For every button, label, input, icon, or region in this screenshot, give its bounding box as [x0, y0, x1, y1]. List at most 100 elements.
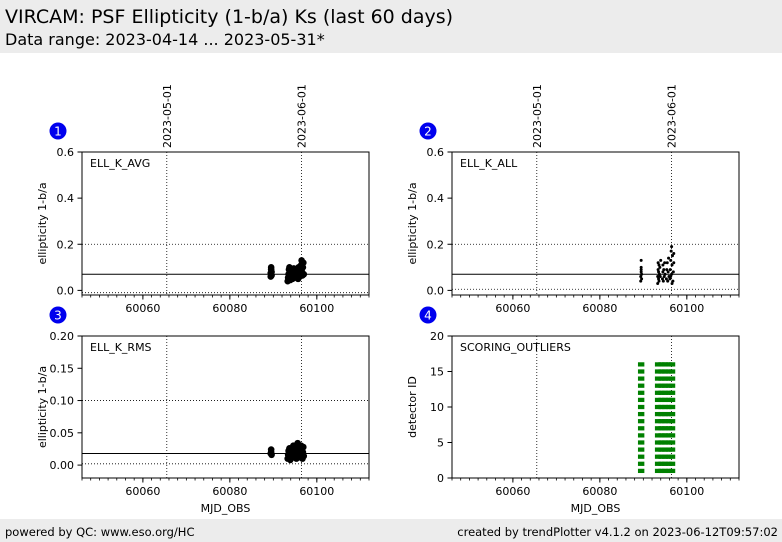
outlier-mark [658, 461, 665, 466]
outlier-mark [661, 390, 669, 395]
x-tick-label: 60080 [212, 302, 247, 315]
outlier-mark [658, 383, 665, 388]
data-point [670, 281, 674, 285]
y-axis-label: ellipticity 1-b/a [36, 182, 49, 264]
y-tick-label: 20 [430, 330, 444, 343]
outlier-mark [637, 440, 645, 445]
panel-badge-number: 3 [54, 309, 62, 323]
data-point [671, 279, 675, 283]
y-tick-label: 0.4 [427, 192, 445, 205]
outlier-mark [661, 383, 669, 388]
page-title: VIRCAM: PSF Ellipticity (1-b/a) Ks (last… [5, 6, 454, 28]
outlier-mark [658, 440, 665, 445]
data-point [639, 279, 643, 283]
outlier-mark [637, 426, 645, 431]
series-label: ELL_K_ALL [460, 157, 518, 170]
outlier-mark [654, 362, 662, 367]
date-label: 2023-06-01 [666, 84, 679, 148]
data-point [300, 443, 307, 451]
outlier-mark [637, 447, 645, 452]
outlier-mark [661, 411, 669, 417]
outlier-mark [637, 411, 645, 417]
panel-badge [419, 122, 437, 140]
outlier-mark [654, 433, 662, 438]
outlier-mark [637, 461, 645, 466]
outlier-mark [654, 390, 662, 395]
outlier-mark [668, 411, 676, 417]
y-tick-label: 0.2 [57, 238, 75, 251]
outlier-mark [658, 426, 665, 431]
x-tick-label: 60080 [582, 302, 617, 315]
data-point [670, 245, 674, 249]
outlier-mark [654, 447, 662, 452]
panel-badge-number: 2 [424, 125, 432, 139]
data-point [669, 275, 673, 279]
data-point [268, 272, 275, 279]
outlier-mark [654, 411, 662, 417]
data-point [661, 263, 665, 267]
page-header: VIRCAM: PSF Ellipticity (1-b/a) Ks (last… [0, 0, 782, 53]
outlier-mark [658, 447, 665, 452]
outlier-mark [668, 440, 676, 445]
outlier-mark [661, 454, 669, 459]
y-axis-label: ellipticity 1-b/a [36, 366, 49, 448]
outlier-mark [661, 461, 669, 466]
x-tick-label: 60100 [299, 485, 334, 498]
data-point [670, 272, 674, 276]
data-point [639, 268, 643, 272]
data-point [663, 261, 667, 265]
chart-panel-3: 60060 60080 60100 0.00 0.05 0.10 0.15 0.20 ellip… [36, 306, 370, 515]
outlier-mark [668, 461, 676, 466]
outlier-mark [658, 397, 665, 403]
outlier-mark [637, 468, 645, 474]
y-axis-label: ellipticity 1-b/a [406, 182, 419, 264]
outlier-mark [665, 433, 672, 438]
data-point [639, 258, 643, 262]
outlier-mark [658, 419, 665, 424]
y-tick-label: 0.05 [50, 427, 75, 440]
outlier-mark [668, 397, 676, 403]
outlier-mark [637, 433, 645, 438]
data-point [671, 270, 675, 274]
data-point [669, 249, 673, 253]
data-point [657, 272, 661, 276]
outlier-mark [665, 404, 672, 410]
page-subtitle: Data range: 2023-04-14 ... 2023-05-31* [5, 30, 325, 49]
outlier-mark [658, 411, 665, 417]
panel-badge [49, 306, 67, 324]
outlier-mark [661, 433, 669, 438]
outlier-mark [654, 369, 662, 374]
outlier-mark [661, 397, 669, 403]
panel-badge-number: 4 [424, 309, 432, 323]
data-point [300, 259, 307, 267]
data-point [670, 263, 674, 267]
outlier-mark [665, 440, 672, 445]
y-tick-label: 0.0 [57, 284, 75, 297]
data-point [666, 279, 670, 283]
data-point [661, 279, 665, 283]
outlier-mark [654, 419, 662, 424]
outlier-mark [665, 390, 672, 395]
y-tick-label: 0.00 [50, 459, 75, 472]
plot-frame [81, 151, 370, 296]
data-point [300, 270, 308, 278]
chart-panel-4: 60060 60080 60100 0 5 10 15 20 detector ID MJD_OB… [406, 306, 740, 515]
data-point [665, 261, 669, 265]
outlier-mark [654, 468, 662, 474]
y-tick-label: 0.0 [427, 284, 445, 297]
data-point [639, 265, 643, 269]
x-tick-label: 60100 [669, 485, 704, 498]
outlier-mark [668, 390, 676, 395]
outlier-mark [654, 426, 662, 431]
data-point [639, 270, 643, 274]
panel-badge-number: 1 [54, 125, 62, 139]
data-point [669, 258, 673, 262]
data-point [672, 261, 676, 265]
data-point [657, 263, 661, 267]
outlier-mark [658, 433, 665, 438]
outlier-mark [637, 362, 645, 367]
data-point [657, 279, 661, 283]
y-tick-label: 0.20 [50, 330, 75, 343]
outlier-mark [665, 426, 672, 431]
y-tick-label: 0 [437, 472, 444, 485]
